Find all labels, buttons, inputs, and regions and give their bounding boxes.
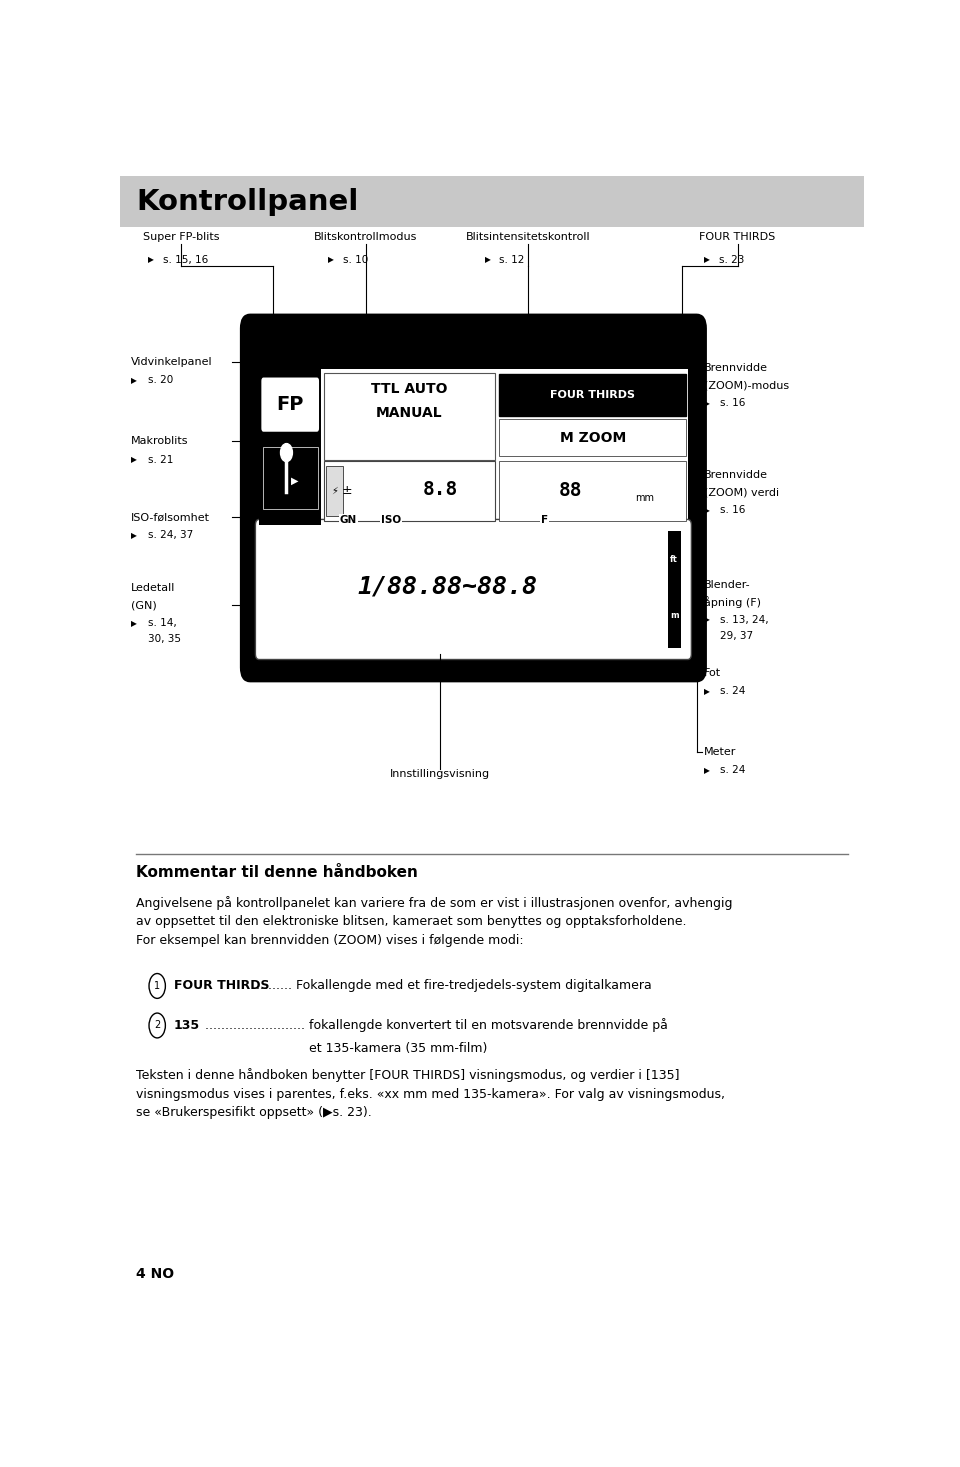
Text: ▶: ▶ <box>704 687 709 695</box>
Text: 135: 135 <box>174 1020 200 1031</box>
Text: s. 15, 16: s. 15, 16 <box>163 255 208 266</box>
Text: F: F <box>541 515 548 525</box>
Text: Ledetall: Ledetall <box>132 584 176 593</box>
Text: FP: FP <box>276 395 304 414</box>
FancyBboxPatch shape <box>499 461 686 521</box>
FancyBboxPatch shape <box>326 467 343 516</box>
Text: et 135-kamera (35 mm-film): et 135-kamera (35 mm-film) <box>309 1042 488 1055</box>
Bar <box>259 340 687 370</box>
Text: ISO: ISO <box>381 515 401 525</box>
Text: ⚡: ⚡ <box>331 486 338 496</box>
FancyBboxPatch shape <box>324 373 494 459</box>
Text: ▶: ▶ <box>148 255 155 264</box>
Text: Innstillingsvisning: Innstillingsvisning <box>390 769 490 779</box>
Text: ▶: ▶ <box>132 455 137 464</box>
Text: FOUR THIRDS: FOUR THIRDS <box>550 390 636 400</box>
Text: Brennvidde: Brennvidde <box>704 362 768 373</box>
Text: 2: 2 <box>154 1021 160 1030</box>
FancyBboxPatch shape <box>120 176 864 227</box>
Text: FOUR THIRDS: FOUR THIRDS <box>700 232 776 242</box>
Text: s. 13, 24,: s. 13, 24, <box>720 615 769 625</box>
Text: Kommentar til denne håndboken: Kommentar til denne håndboken <box>136 866 419 880</box>
Text: Brennvidde: Brennvidde <box>704 471 768 480</box>
FancyBboxPatch shape <box>255 519 691 660</box>
Text: ▶: ▶ <box>328 255 334 264</box>
Text: Blender-: Blender- <box>704 579 751 590</box>
Text: s. 12: s. 12 <box>499 255 525 266</box>
Bar <box>667 531 681 648</box>
Text: ▶: ▶ <box>132 619 137 628</box>
Text: Kontrollpanel: Kontrollpanel <box>136 188 359 216</box>
Text: 1: 1 <box>155 981 160 990</box>
Text: s. 23: s. 23 <box>719 255 744 266</box>
Bar <box>259 340 687 525</box>
Text: s. 16: s. 16 <box>720 398 746 408</box>
FancyBboxPatch shape <box>499 374 686 417</box>
Text: Angivelsene på kontrollpanelet kan variere fra de som er vist i illustrasjonen o: Angivelsene på kontrollpanelet kan varie… <box>136 895 732 946</box>
Text: (ZOOM)-modus: (ZOOM)-modus <box>704 380 789 390</box>
Circle shape <box>280 443 293 462</box>
FancyBboxPatch shape <box>241 315 706 681</box>
FancyBboxPatch shape <box>324 461 494 521</box>
Text: ▶: ▶ <box>704 399 709 408</box>
Text: GN: GN <box>340 515 357 525</box>
Text: ±: ± <box>341 484 352 497</box>
Text: TTL AUTO: TTL AUTO <box>372 383 447 396</box>
Text: FOUR THIRDS: FOUR THIRDS <box>174 980 269 993</box>
Text: s. 24: s. 24 <box>720 687 746 697</box>
Text: ▶: ▶ <box>485 255 491 264</box>
Text: ▶: ▶ <box>132 376 137 384</box>
Text: Meter: Meter <box>704 747 736 757</box>
FancyBboxPatch shape <box>499 420 686 456</box>
Text: ft: ft <box>670 556 678 565</box>
Text: Vidvinkelpanel: Vidvinkelpanel <box>132 358 213 367</box>
FancyBboxPatch shape <box>261 377 319 431</box>
Text: s. 21: s. 21 <box>148 455 174 465</box>
Text: ▶: ▶ <box>132 531 137 540</box>
Text: ▶: ▶ <box>704 506 709 515</box>
Bar <box>259 370 322 525</box>
Text: Teksten i denne håndboken benytter [FOUR THIRDS] visningsmodus, og verdier i [13: Teksten i denne håndboken benytter [FOUR… <box>136 1068 726 1119</box>
Text: Super FP-blits: Super FP-blits <box>143 232 219 242</box>
Text: åpning (F): åpning (F) <box>704 596 761 607</box>
Text: M ZOOM: M ZOOM <box>560 431 626 445</box>
Text: Makroblits: Makroblits <box>132 437 189 446</box>
Text: ▶: ▶ <box>291 475 299 486</box>
Text: GN: GN <box>340 515 357 525</box>
Text: s. 16: s. 16 <box>720 506 746 515</box>
Text: s. 24, 37: s. 24, 37 <box>148 530 194 540</box>
FancyBboxPatch shape <box>263 447 318 509</box>
Text: (GN): (GN) <box>132 600 156 610</box>
Text: m: m <box>669 609 679 618</box>
Text: 8.8: 8.8 <box>422 480 458 499</box>
Text: ▶: ▶ <box>704 255 709 264</box>
Text: 29, 37: 29, 37 <box>720 631 754 641</box>
Text: ISO-følsomhet: ISO-følsomhet <box>132 512 210 522</box>
Text: Blitsintensitetskontroll: Blitsintensitetskontroll <box>466 232 590 242</box>
Text: s. 20: s. 20 <box>148 376 174 386</box>
Text: ▶: ▶ <box>704 616 709 625</box>
Text: s. 14,: s. 14, <box>148 619 177 628</box>
Text: mm: mm <box>636 493 655 503</box>
Text: Blitskontrollmodus: Blitskontrollmodus <box>314 232 418 242</box>
Text: (ZOOM) verdi: (ZOOM) verdi <box>704 487 780 497</box>
Text: ......................... fokallengde konvertert til en motsvarende brennvidde p: ......................... fokallengde ko… <box>204 1018 668 1033</box>
Text: s. 10: s. 10 <box>344 255 369 266</box>
Text: ▶: ▶ <box>704 766 709 775</box>
Text: 30, 35: 30, 35 <box>148 634 181 644</box>
Text: .......... Fokallengde med et fire-tredjedels-system digitalkamera: .......... Fokallengde med et fire-tredj… <box>252 980 652 993</box>
Text: ft: ft <box>670 556 679 565</box>
Text: 88: 88 <box>559 481 582 500</box>
Text: 4 NO: 4 NO <box>136 1267 175 1281</box>
Bar <box>497 340 503 370</box>
Text: Fot: Fot <box>704 667 721 678</box>
Text: 1/88.88~88.8: 1/88.88~88.8 <box>358 575 538 599</box>
Text: m: m <box>670 610 679 619</box>
Text: MANUAL: MANUAL <box>376 406 443 420</box>
Text: s. 24: s. 24 <box>720 766 746 775</box>
